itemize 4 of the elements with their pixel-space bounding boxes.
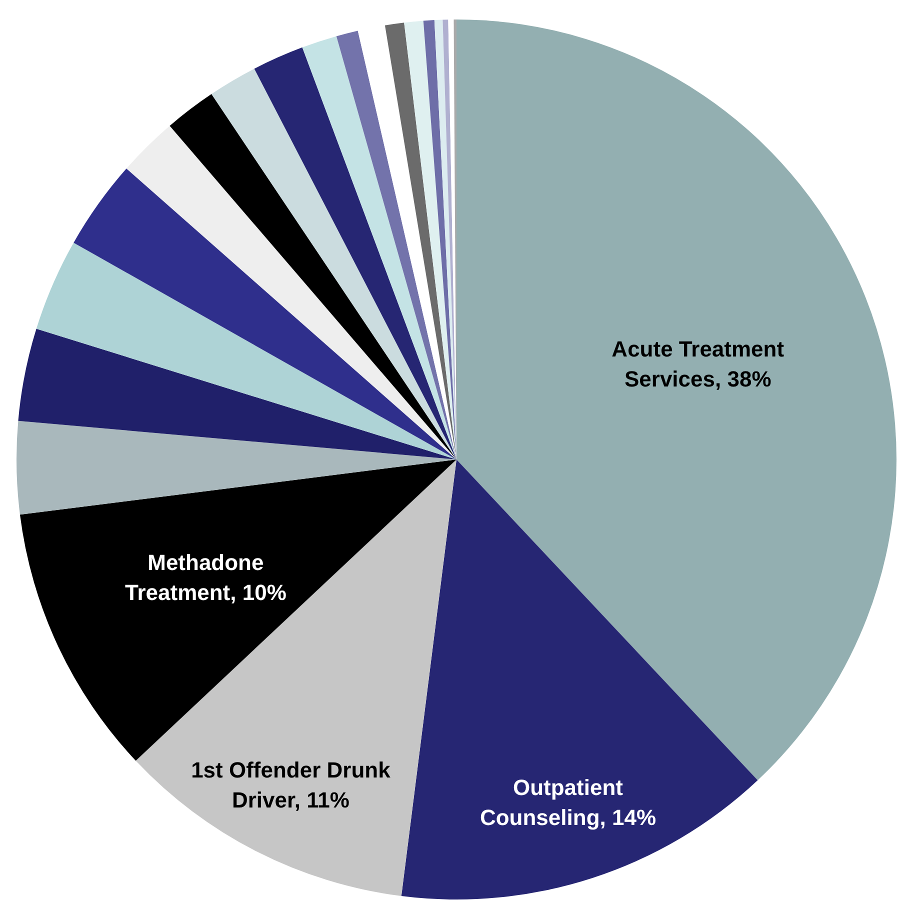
slice-label: 1st Offender Drunk Driver, 11% [191, 757, 392, 812]
slice-label: Acute Treatment Services, 38% [612, 336, 785, 392]
slice-label: Outpatient Counseling, 14% [480, 775, 656, 830]
slice-label: Methadone Treatment, 10% [124, 550, 286, 606]
